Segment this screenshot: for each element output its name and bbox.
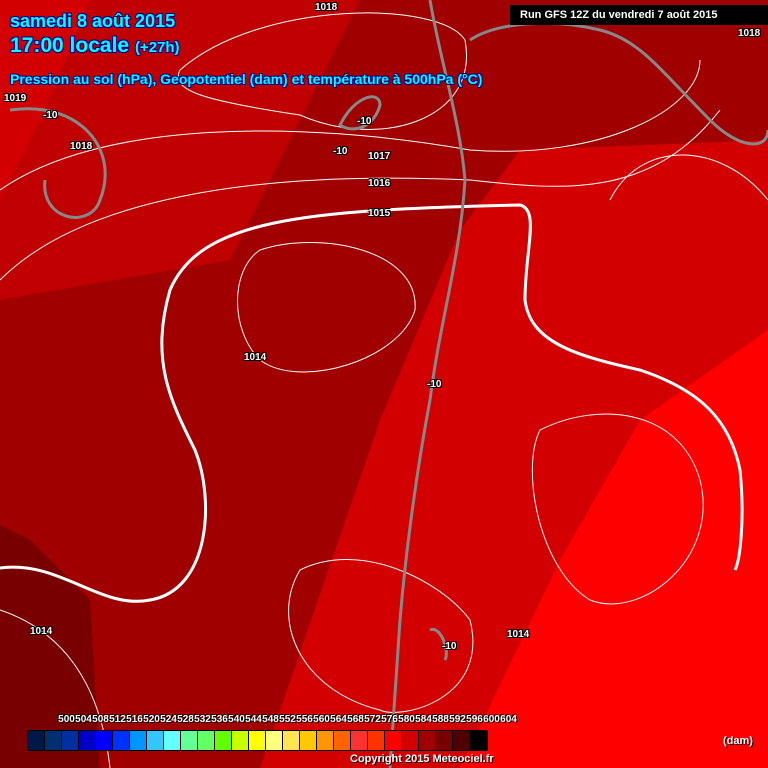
color-scale-legend <box>27 730 488 751</box>
legend-swatch <box>300 731 317 750</box>
isotherm-label: -10 <box>442 641 457 652</box>
legend-tick: 516 <box>126 714 143 725</box>
isobar-label: 1019 <box>4 93 27 104</box>
isobar-1015 <box>0 203 744 603</box>
legend-swatch <box>79 731 96 750</box>
legend-tick: 564 <box>330 714 347 725</box>
isobar-label: 1017 <box>368 151 391 162</box>
legend-swatch <box>419 731 436 750</box>
legend-tick: 568 <box>347 714 364 725</box>
legend-tick: 604 <box>500 714 517 725</box>
legend-swatch <box>402 731 419 750</box>
legend-swatch <box>215 731 232 750</box>
legend-swatch <box>249 731 266 750</box>
legend-tick: 588 <box>432 714 449 725</box>
isobar-label: 1015 <box>368 208 391 219</box>
forecast-date: samedi 8 août 2015 <box>10 11 176 31</box>
legend-tick: 544 <box>245 714 262 725</box>
isotherm-label: -10 <box>427 379 442 390</box>
legend-tick: 536 <box>211 714 228 725</box>
legend-swatch <box>45 731 62 750</box>
legend-tick: 548 <box>262 714 279 725</box>
legend-tick: 584 <box>415 714 432 725</box>
copyright: Copyright 2015 Meteociel.fr <box>350 753 494 765</box>
legend-swatch <box>266 731 283 750</box>
legend-swatch <box>232 731 249 750</box>
legend-tick: 572 <box>364 714 381 725</box>
legend-tick: 596 <box>466 714 483 725</box>
legend-swatch <box>436 731 453 750</box>
isobar-label: 1018 <box>738 28 761 39</box>
geopotential-fill-580 <box>0 0 90 200</box>
legend-tick: 600 <box>483 714 500 725</box>
legend-swatch <box>317 731 334 750</box>
forecast-offset: (+27h) <box>134 39 180 56</box>
legend-tick: 580 <box>398 714 415 725</box>
legend-tick: 540 <box>228 714 245 725</box>
legend-swatch <box>147 731 164 750</box>
geopotential-fill-592 <box>0 525 100 768</box>
legend-unit: (dam) <box>723 735 753 747</box>
legend-tick: 504 <box>75 714 92 725</box>
forecast-time: 17:00 locale (+27h) <box>10 34 180 58</box>
isobar-label: 1014 <box>244 352 267 363</box>
legend-tick: 508 <box>92 714 109 725</box>
legend-tick: 592 <box>449 714 466 725</box>
geopotential-fill-576 <box>460 330 768 768</box>
map-subtitle: Pression au sol (hPa), Geopotentiel (dam… <box>10 71 483 87</box>
isobars <box>0 12 768 768</box>
legend-swatch <box>113 731 130 750</box>
legend-swatch <box>130 731 147 750</box>
geopotential-fill-584 <box>0 0 360 300</box>
isotherm-label: -10 <box>43 110 58 121</box>
legend-swatch <box>164 731 181 750</box>
legend-tick: 532 <box>194 714 211 725</box>
isobar-label: 1014 <box>507 629 530 640</box>
isotherm-label: -10 <box>333 146 348 157</box>
isobar-label: 1018 <box>70 141 93 152</box>
forecast-time-local: 17:00 locale <box>10 34 130 57</box>
legend-swatch <box>62 731 79 750</box>
legend-tick: 556 <box>296 714 313 725</box>
legend-tick: 520 <box>143 714 160 725</box>
legend-tick: 512 <box>109 714 126 725</box>
legend-tick: 576 <box>381 714 398 725</box>
legend-swatch <box>351 731 368 750</box>
legend-swatch <box>181 731 198 750</box>
legend-swatch <box>470 731 487 750</box>
legend-swatch <box>334 731 351 750</box>
isobar-label: 1016 <box>368 178 391 189</box>
legend-tick: 528 <box>177 714 194 725</box>
legend-ticks: 500 504 508 512 516 520 524 528 532 536 540 544 548 5… <box>58 714 517 725</box>
legend-tick: 560 <box>313 714 330 725</box>
legend-swatch <box>198 731 215 750</box>
legend-swatch <box>368 731 385 750</box>
legend-swatch <box>96 731 113 750</box>
legend-tick: 524 <box>160 714 177 725</box>
legend-tick: 500 <box>58 714 75 725</box>
isobar-label: 1018 <box>315 2 338 13</box>
isobar-label: 1014 <box>30 626 53 637</box>
run-info: Run GFS 12Z du vendredi 7 août 2015 <box>510 5 768 25</box>
legend-swatch <box>453 731 470 750</box>
legend-swatch <box>28 731 45 750</box>
isotherm-label: -10 <box>357 116 372 127</box>
legend-swatch <box>283 731 300 750</box>
legend-swatch <box>385 731 402 750</box>
legend-tick: 552 <box>279 714 296 725</box>
